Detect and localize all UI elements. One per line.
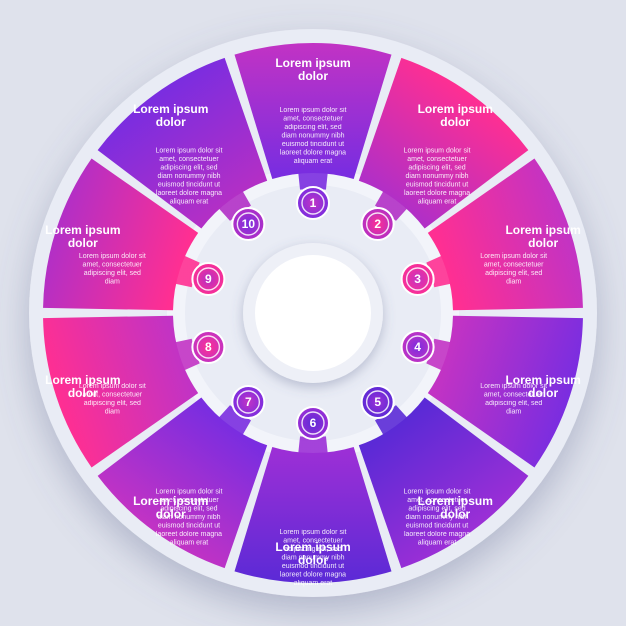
segment-10-body-line5: euismod tincidunt ut	[158, 181, 220, 188]
segment-10-body-line3: adipiscing elit, sed	[160, 164, 217, 171]
segment-1-body-line6: laoreet dolore magna	[280, 150, 346, 157]
segment-3-body-line3: adipiscing elit, sed	[485, 270, 542, 277]
segment-9-body-line3: adipiscing elit, sed	[84, 270, 141, 277]
number-9: 9	[205, 272, 212, 286]
number-3: 3	[414, 272, 421, 286]
number-1: 1	[310, 196, 317, 210]
segment-10-body-line4: diam nonummy nibh	[157, 173, 220, 180]
segment-8-body-line1: Lorem ipsum dolor sit	[79, 383, 146, 390]
segment-6-body-line7: aliquam erat	[294, 580, 333, 587]
segment-7-body-line6: laoreet dolore magna	[156, 531, 222, 538]
segment-1-body-line2: amet, consectetuer	[283, 116, 343, 123]
segment-10-body-line2: amet, consectetuer	[159, 156, 219, 163]
segment-3-title-line2: dolor	[528, 236, 558, 250]
segment-3-body-line1: Lorem ipsum dolor sit	[480, 253, 547, 260]
segment-7-body-line5: euismod tincidunt ut	[158, 523, 220, 530]
segment-10-body-line7: aliquam erat	[170, 198, 209, 205]
segment-6-body-line5: euismod tincidunt ut	[282, 563, 344, 570]
segment-4-body-line1: Lorem ipsum dolor sit	[480, 383, 547, 390]
segment-5-body-line7: aliquam erat	[418, 540, 457, 547]
segment-1-body-line5: euismod tincidunt ut	[282, 141, 344, 148]
segment-3-body-line2: amet, consectetuer	[484, 261, 544, 268]
segment-10-body-line6: laoreet dolore magna	[156, 190, 222, 197]
segment-5-body-line2: amet, consectetuer	[407, 497, 467, 504]
number-2: 2	[374, 217, 381, 231]
number-8: 8	[205, 340, 212, 354]
segment-4-body-line3: adipiscing elit, sed	[485, 400, 542, 407]
segment-10-body-line1: Lorem ipsum dolor sit	[156, 147, 223, 154]
segment-9-body-line2: amet, consectetuer	[83, 261, 143, 268]
segment-9-body-line1: Lorem ipsum dolor sit	[79, 253, 146, 260]
segment-8-body-line4: diam	[105, 409, 120, 416]
hub-inner	[255, 255, 371, 371]
number-7: 7	[245, 395, 252, 409]
segment-7-body-line7: aliquam erat	[170, 540, 209, 547]
segment-6-body-line1: Lorem ipsum dolor sit	[280, 529, 347, 536]
segment-10-title-line1: Lorem ipsum	[133, 102, 208, 116]
segment-9-title-line1: Lorem ipsum	[45, 223, 120, 237]
segment-5-body-line6: laoreet dolore magna	[404, 531, 470, 538]
segment-7-body-line2: amet, consectetuer	[159, 497, 219, 504]
segment-7-body-line1: Lorem ipsum dolor sit	[156, 489, 223, 496]
segment-1-body-line3: adipiscing elit, sed	[284, 124, 341, 131]
segment-8-body-line2: amet, consectetuer	[83, 392, 143, 399]
segment-5-body-line5: euismod tincidunt ut	[406, 523, 468, 530]
segment-1-body-line1: Lorem ipsum dolor sit	[280, 107, 347, 114]
segment-5-body-line1: Lorem ipsum dolor sit	[404, 489, 471, 496]
infographic-wheel: Lorem ipsumdolorLorem ipsum dolor sitame…	[0, 0, 626, 626]
segment-9-title-line2: dolor	[68, 236, 98, 250]
segment-1-body-line7: aliquam erat	[294, 158, 333, 165]
segment-7-body-line3: adipiscing elit, sed	[160, 506, 217, 513]
segment-2-body-line4: diam nonummy nibh	[406, 173, 469, 180]
number-4: 4	[414, 340, 421, 354]
segment-6-body-line2: amet, consectetuer	[283, 538, 343, 545]
segment-3-title-line1: Lorem ipsum	[505, 223, 580, 237]
segment-6-body-line4: diam nonummy nibh	[281, 555, 344, 562]
segment-1-title-line2: dolor	[298, 69, 328, 83]
segment-6-body-line6: laoreet dolore magna	[280, 572, 346, 579]
segment-5-body-line3: adipiscing elit, sed	[408, 506, 465, 513]
segment-1-title-line1: Lorem ipsum	[275, 56, 350, 70]
number-6: 6	[310, 416, 317, 430]
number-5: 5	[374, 395, 381, 409]
segment-2-body-line3: adipiscing elit, sed	[408, 164, 465, 171]
segment-2-body-line6: laoreet dolore magna	[404, 190, 470, 197]
segment-6-body-line3: adipiscing elit, sed	[284, 546, 341, 553]
segment-3-body-line4: diam	[506, 278, 521, 285]
segment-2-title-line2: dolor	[440, 115, 470, 129]
segment-4-body-line2: amet, consectetuer	[484, 392, 544, 399]
segment-2-body-line5: euismod tincidunt ut	[406, 181, 468, 188]
segment-4-body-line4: diam	[506, 409, 521, 416]
segment-2-body-line7: aliquam erat	[418, 198, 457, 205]
segment-8-body-line3: adipiscing elit, sed	[84, 400, 141, 407]
segment-2-body-line2: amet, consectetuer	[407, 156, 467, 163]
segment-2-title-line1: Lorem ipsum	[418, 102, 493, 116]
segment-10-title-line2: dolor	[156, 115, 186, 129]
segment-7-body-line4: diam nonummy nibh	[157, 514, 220, 521]
segment-9-body-line4: diam	[105, 278, 120, 285]
segment-2-body-line1: Lorem ipsum dolor sit	[404, 147, 471, 154]
segment-1-body-line4: diam nonummy nibh	[281, 133, 344, 140]
segment-5-body-line4: diam nonummy nibh	[406, 514, 469, 521]
number-10: 10	[242, 217, 256, 231]
